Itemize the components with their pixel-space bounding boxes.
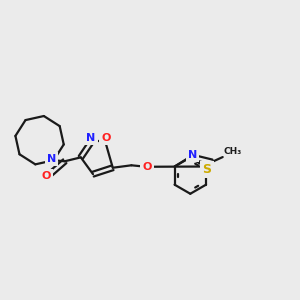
- Text: O: O: [101, 133, 111, 143]
- Text: CH₃: CH₃: [224, 147, 242, 156]
- Text: O: O: [41, 171, 51, 181]
- Text: N: N: [47, 154, 56, 164]
- Text: O: O: [142, 162, 152, 172]
- Text: N: N: [188, 150, 197, 160]
- Text: N: N: [86, 133, 95, 143]
- Text: S: S: [202, 163, 211, 176]
